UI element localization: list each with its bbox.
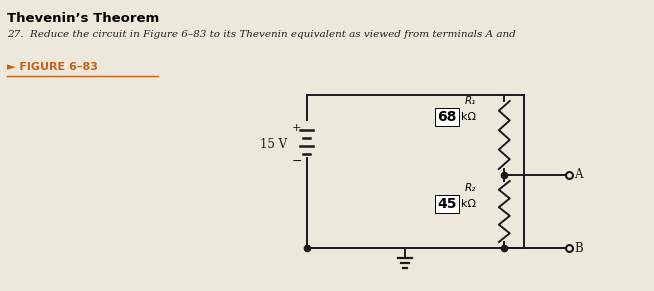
Text: kΩ: kΩ	[461, 112, 475, 122]
Text: 45: 45	[437, 197, 456, 211]
Text: A: A	[574, 168, 583, 182]
Text: B: B	[574, 242, 583, 255]
Text: Thevenin’s Theorem: Thevenin’s Theorem	[7, 12, 159, 25]
Text: 68: 68	[438, 110, 456, 124]
Text: +: +	[292, 123, 301, 133]
Text: kΩ: kΩ	[461, 199, 475, 209]
Bar	[435, 195, 459, 213]
Text: 15 V: 15 V	[260, 139, 286, 152]
Text: R₁: R₁	[465, 96, 476, 106]
Text: ► FIGURE 6–83: ► FIGURE 6–83	[7, 62, 98, 72]
Text: R₂: R₂	[465, 183, 476, 193]
Bar	[435, 108, 459, 126]
Text: −: −	[292, 155, 302, 168]
Text: 27.  Reduce the circuit in Figure 6–83 to its Thevenin equivalent as viewed from: 27. Reduce the circuit in Figure 6–83 to…	[7, 30, 515, 39]
